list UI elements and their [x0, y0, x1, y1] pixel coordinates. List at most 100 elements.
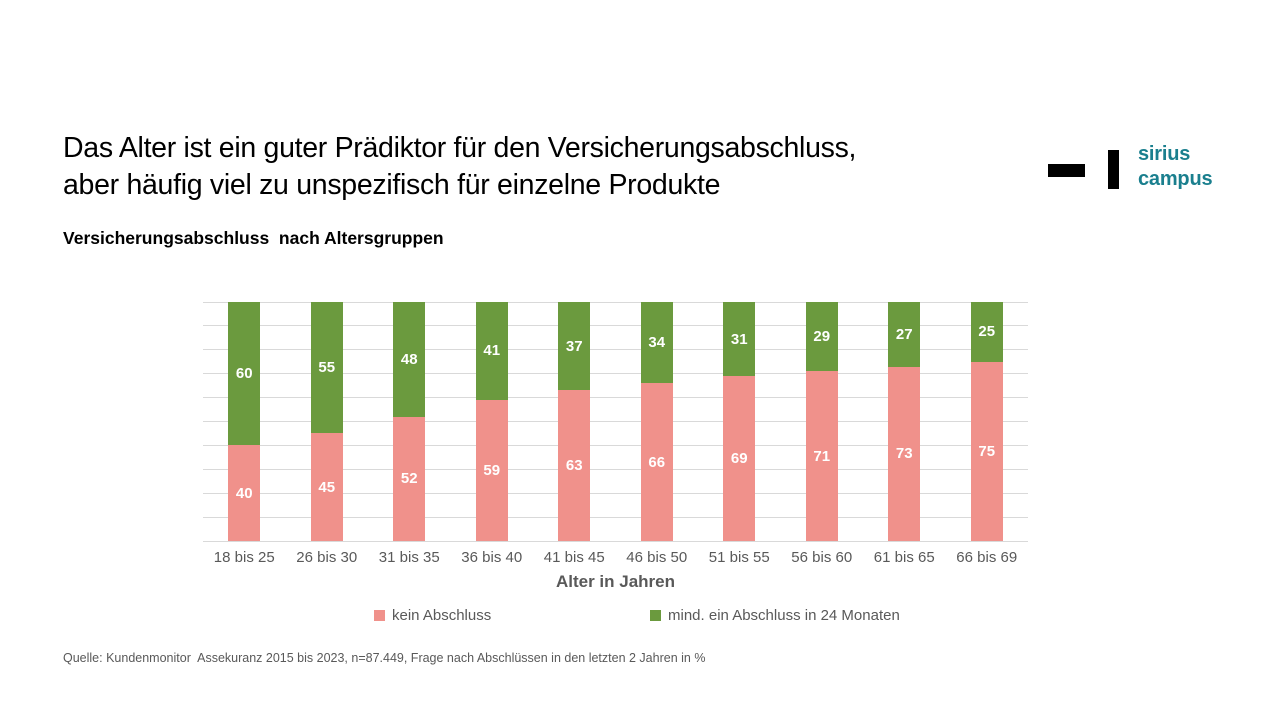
bar-value-label: 60 — [235, 365, 253, 383]
x-tick-label: 66 bis 69 — [956, 549, 1018, 566]
bar-value-label: 37 — [565, 337, 583, 355]
bar-slot: 37 63 — [533, 302, 616, 541]
source-note: Quelle: Kundenmonitor Assekuranz 2015 bi… — [63, 651, 706, 665]
stacked-bar: 31 69 — [723, 302, 756, 541]
stacked-bar: 48 52 — [393, 302, 426, 541]
bar-value-label: 45 — [318, 478, 336, 496]
gridline — [203, 421, 1028, 422]
x-tick-label: 46 bis 50 — [626, 549, 688, 566]
stacked-bar: 25 75 — [970, 302, 1003, 541]
page-title-line2: aber häufig viel zu unspezifisch für ein… — [63, 169, 721, 201]
bar-value-label: 73 — [895, 445, 913, 463]
bar-slot: 25 75 — [946, 302, 1029, 541]
bar-segment: 55 — [310, 302, 343, 434]
gridline — [203, 325, 1028, 327]
sirius-campus-logo: sirius campus — [1138, 142, 1213, 192]
page-title-line1: Das Alter ist ein guter Prädiktor für de… — [63, 132, 857, 164]
bar-slot: 34 66 — [616, 302, 699, 541]
bar-segment: 48 — [393, 302, 426, 417]
legend-label-kein-abschluss: kein Abschluss — [392, 607, 492, 624]
bar-segment: 75 — [970, 361, 1003, 541]
bar-slot: 27 73 — [863, 302, 946, 541]
x-tick-label: 51 bis 55 — [708, 549, 770, 566]
stacked-bar: 27 73 — [888, 302, 921, 541]
bar-slot: 60 40 — [203, 302, 286, 541]
logo-word-sirius: sirius — [1138, 143, 1191, 165]
x-tick-label: 36 bis 40 — [461, 549, 523, 566]
x-tick-label: 26 bis 30 — [296, 549, 358, 566]
bar-value-label: 34 — [648, 334, 666, 352]
bar-value-label: 41 — [483, 342, 501, 360]
bar-value-label: 69 — [730, 450, 748, 468]
logo-vertical-bar-icon — [1108, 150, 1119, 189]
bar-value-label: 25 — [978, 323, 996, 341]
bar-value-label: 29 — [813, 328, 831, 346]
gridline — [203, 516, 1028, 518]
gridline — [203, 540, 1028, 542]
bar-segment: 63 — [558, 390, 591, 541]
logo-word-campus: campus — [1138, 168, 1213, 190]
legend-label-mind-ein-abschluss: mind. ein Abschluss in 24 Monaten — [668, 607, 900, 624]
bar-value-label: 75 — [978, 442, 996, 460]
x-axis-title: Alter in Jahren — [555, 572, 676, 591]
bar-segment: 71 — [805, 371, 838, 541]
legend-swatch-kein-abschluss-icon — [374, 610, 385, 621]
bar-slot: 31 69 — [698, 302, 781, 541]
gridline — [203, 373, 1028, 375]
logo-horizontal-bar-icon — [1048, 164, 1085, 177]
bar-value-label: 71 — [813, 447, 831, 465]
stacked-bar: 60 40 — [228, 302, 261, 541]
x-tick-label: 56 bis 60 — [791, 549, 853, 566]
bar-segment: 41 — [475, 302, 508, 400]
stacked-bar: 41 59 — [475, 302, 508, 541]
bar-segment: 52 — [393, 416, 426, 541]
gridline — [203, 492, 1028, 494]
bar-segment: 29 — [805, 302, 838, 372]
gridline — [203, 444, 1028, 446]
bar-segment: 45 — [310, 433, 343, 541]
bar-value-label: 52 — [400, 470, 418, 488]
bar-segment: 59 — [475, 399, 508, 541]
bar-slot: 41 59 — [451, 302, 534, 541]
bar-value-label: 55 — [318, 359, 336, 377]
bar-value-label: 48 — [400, 350, 418, 368]
bar-value-label: 63 — [565, 457, 583, 475]
legend-item-mind-ein-abschluss: mind. ein Abschluss in 24 Monaten — [650, 607, 900, 624]
bar-segment: 69 — [723, 376, 756, 541]
page-title: Das Alter ist ein guter Prädiktor für de… — [63, 130, 1043, 204]
gridline — [203, 468, 1028, 470]
bar-segment: 27 — [888, 302, 921, 367]
x-tick-label: 18 bis 25 — [213, 549, 275, 566]
bar-segment: 37 — [558, 302, 591, 391]
stacked-bar: 37 63 — [558, 302, 591, 541]
stacked-bar: 29 71 — [805, 302, 838, 541]
bar-segment: 31 — [723, 302, 756, 377]
gridline — [203, 301, 1028, 303]
bar-value-label: 31 — [730, 330, 748, 348]
bar-segment: 25 — [970, 302, 1003, 362]
x-tick-label: 61 bis 65 — [873, 549, 935, 566]
bar-slot: 29 71 — [781, 302, 864, 541]
x-tick-label: 41 bis 45 — [543, 549, 605, 566]
bar-segment: 34 — [640, 302, 673, 384]
bar-segment: 73 — [888, 366, 921, 541]
bar-slot: 55 45 — [286, 302, 369, 541]
bar-value-label: 59 — [483, 461, 501, 479]
bar-segment: 40 — [228, 445, 261, 541]
bar-value-label: 40 — [235, 484, 253, 502]
bar-segment: 66 — [640, 383, 673, 541]
stacked-bar: 34 66 — [640, 302, 673, 541]
chart-subtitle: Versicherungsabschluss nach Altersgruppe… — [63, 228, 444, 248]
legend-item-kein-abschluss: kein Abschluss — [374, 607, 491, 624]
bar-value-label: 66 — [648, 453, 666, 471]
bar-slot: 48 52 — [368, 302, 451, 541]
plot-area: 60 40 55 45 48 52 41 59 37 63 34 66 31 69 29 71 27 73 25 75 — [203, 301, 1029, 542]
x-axis-labels: 18 bis 25 26 bis 30 31 bis 35 36 bis 40 41 b… — [203, 549, 1028, 569]
gridline — [203, 397, 1028, 399]
stacked-bar: 55 45 — [310, 302, 343, 541]
gridline — [203, 349, 1028, 351]
x-tick-label: 31 bis 35 — [378, 549, 440, 566]
legend-swatch-mind-ein-abschluss-icon — [650, 610, 661, 621]
bar-value-label: 27 — [895, 325, 913, 343]
